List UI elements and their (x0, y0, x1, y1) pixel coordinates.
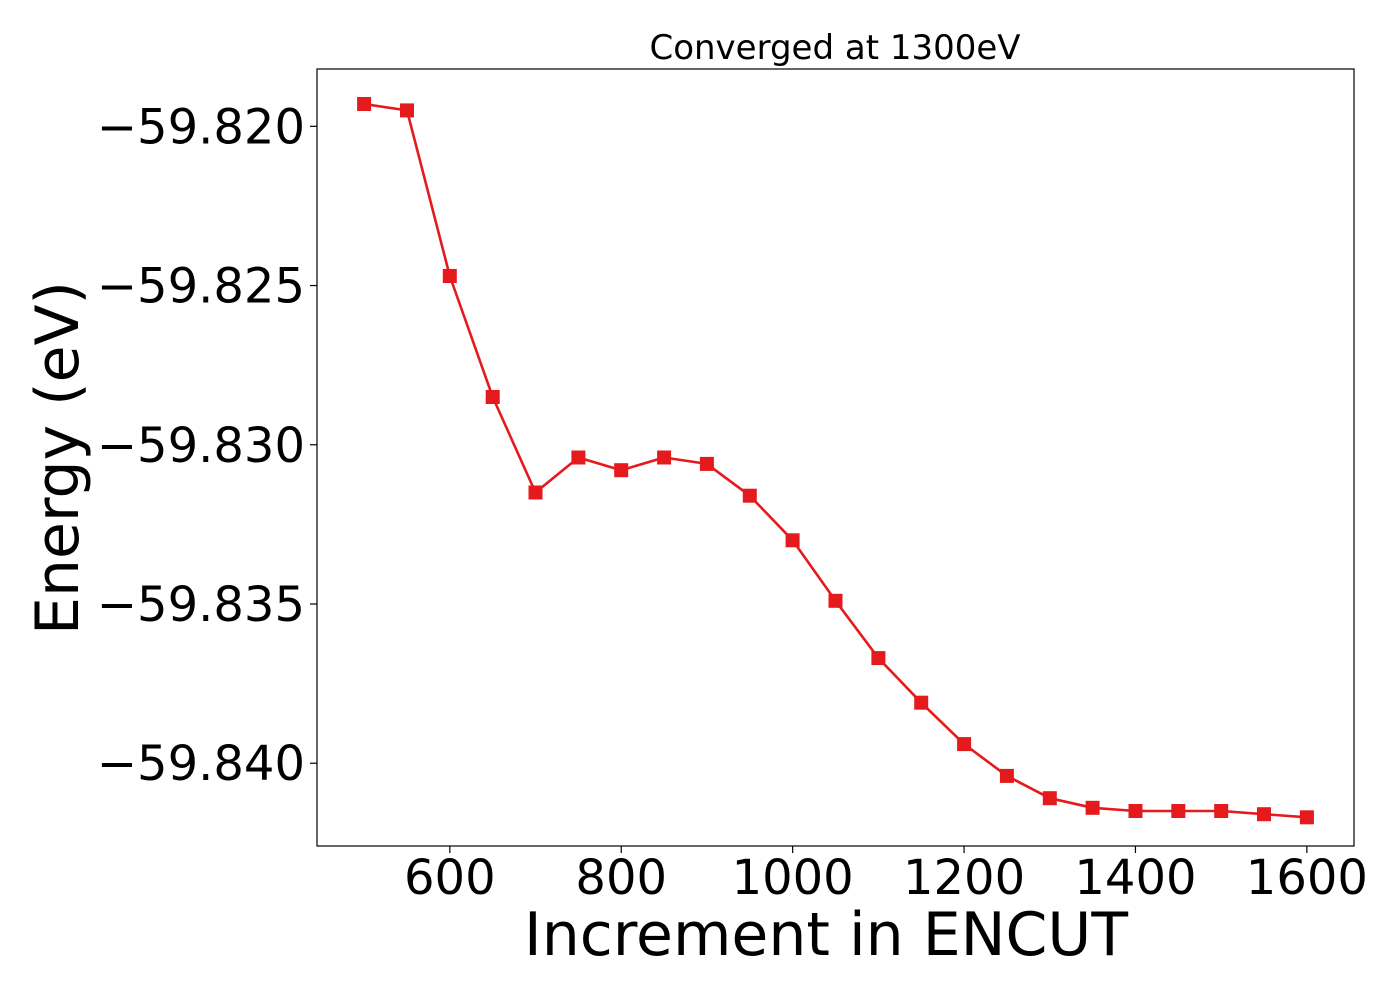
data-point (571, 450, 586, 465)
data-point (999, 768, 1014, 783)
data-point (742, 488, 757, 503)
data-point (400, 103, 414, 118)
x-tick-label: 600 (404, 850, 496, 906)
data-point (485, 390, 500, 404)
data-point (957, 737, 972, 752)
data-point (828, 593, 843, 608)
plot-area (357, 97, 1314, 825)
y-axis-ticks: −59.820 −59.825 −59.830 −59.835 −59.840 (97, 99, 317, 792)
y-tick-label: −59.840 (97, 736, 305, 792)
data-point (442, 269, 457, 283)
data-point (357, 97, 372, 111)
x-axis-ticks: 600 800 1000 1200 1400 1600 (404, 846, 1368, 906)
data-point (657, 450, 672, 465)
y-tick-label: −59.820 (97, 99, 305, 155)
data-point (528, 485, 543, 500)
y-tick-label: −59.830 (97, 418, 305, 474)
x-tick-label: 1600 (1246, 850, 1368, 906)
x-tick-label: 800 (575, 850, 667, 906)
x-tick-label: 1400 (1074, 850, 1196, 906)
series-line (363, 102, 1307, 819)
data-point (871, 651, 886, 666)
data-point (699, 456, 714, 471)
chart-title: Converged at 1300eV (649, 28, 1020, 68)
x-tick-label: 1200 (903, 850, 1025, 906)
data-point (614, 463, 629, 478)
data-point (1214, 804, 1229, 818)
data-point (1257, 807, 1271, 822)
y-tick-label: −59.825 (97, 259, 305, 315)
data-point (1299, 810, 1314, 825)
axes-frame (316, 68, 1355, 847)
x-tick-label: 1000 (732, 850, 854, 906)
data-point (785, 533, 800, 548)
data-point (1171, 804, 1186, 818)
y-tick-label: −59.835 (97, 577, 305, 633)
x-axis-label: Increment in ENCUT (524, 900, 1128, 970)
data-point (1085, 800, 1100, 815)
data-point (914, 695, 929, 710)
data-point (1042, 791, 1057, 806)
y-axis-label: Energy (eV) (23, 281, 93, 635)
data-point (1128, 804, 1143, 818)
